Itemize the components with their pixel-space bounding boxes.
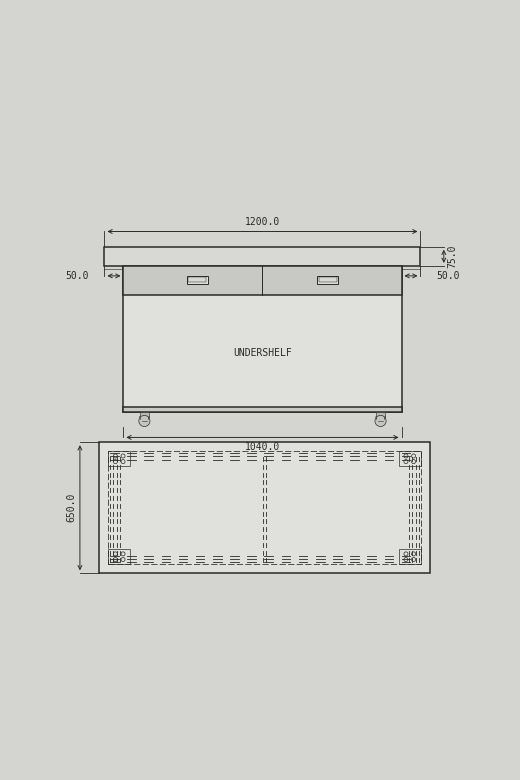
Bar (105, 246, 421, 266)
Bar (108, 549, 131, 565)
Text: 50.0: 50.0 (65, 271, 88, 281)
Bar (317, 276, 339, 283)
Bar (399, 549, 421, 565)
Bar (187, 276, 207, 283)
Ellipse shape (139, 416, 150, 427)
Text: 650.0: 650.0 (66, 493, 76, 523)
Bar (99, 442, 430, 573)
Bar (376, 412, 385, 417)
Bar (319, 277, 337, 282)
Bar (108, 451, 421, 565)
Bar (123, 266, 401, 412)
Bar (108, 451, 131, 466)
Text: 1040.0: 1040.0 (245, 442, 280, 452)
Text: 75.0: 75.0 (447, 245, 457, 268)
Bar (123, 407, 401, 412)
Text: 50.0: 50.0 (437, 271, 460, 281)
Text: UNDERSHELF: UNDERSHELF (233, 348, 292, 358)
Text: 1200.0: 1200.0 (245, 217, 280, 227)
Ellipse shape (375, 416, 386, 427)
Bar (188, 277, 206, 282)
Bar (123, 266, 401, 295)
Bar (140, 412, 149, 417)
Bar (399, 451, 421, 466)
